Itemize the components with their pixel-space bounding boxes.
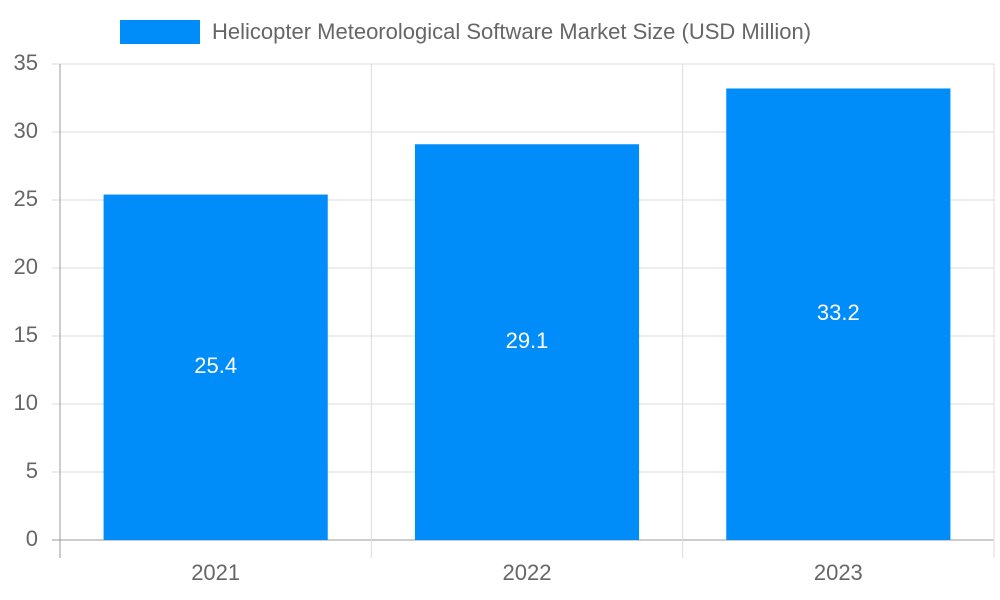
x-tick-label: 2021 [191,560,240,585]
value-label: 25.4 [194,353,237,378]
bar [103,194,328,540]
x-tick-label: 2023 [814,560,863,585]
y-tick-label: 10 [14,390,38,415]
legend-label: Helicopter Meteorological Software Marke… [212,19,811,44]
y-tick-label: 25 [14,186,38,211]
value-label: 29.1 [506,328,549,353]
y-tick-label: 20 [14,254,38,279]
y-tick-label: 15 [14,322,38,347]
y-tick-label: 35 [14,50,38,75]
bar [726,88,951,540]
y-tick-label: 5 [26,458,38,483]
y-tick-label: 0 [26,526,38,551]
y-tick-label: 30 [14,118,38,143]
bar [414,144,640,541]
value-label: 33.2 [817,300,860,325]
legend-swatch [120,20,200,44]
x-tick-label: 2022 [503,560,552,585]
